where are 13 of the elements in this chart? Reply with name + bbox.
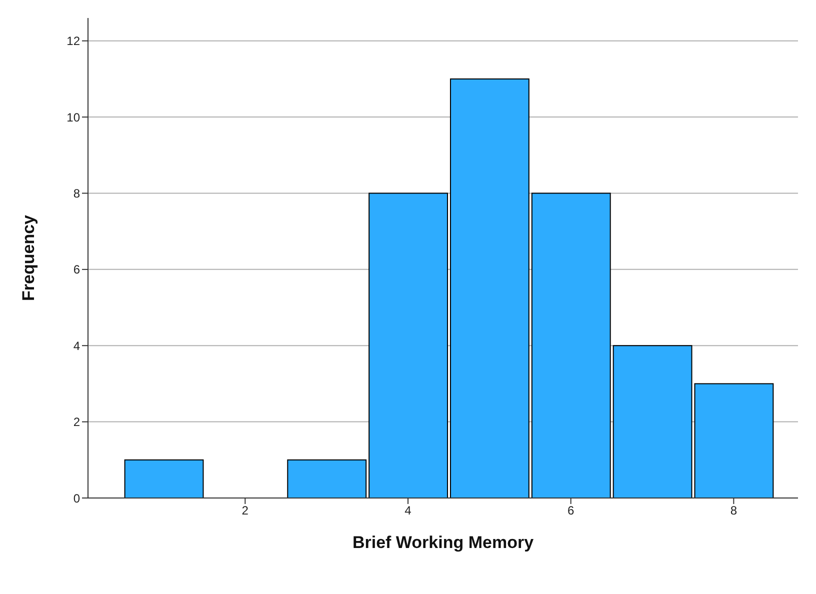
x-tick-label: 2 [242,504,249,518]
y-tick-label: 10 [66,110,80,124]
y-tick-label: 2 [73,415,80,430]
y-tick-label: 12 [66,34,80,48]
y-axis-title: Frequency [19,214,38,301]
y-tick-label: 4 [73,338,80,353]
x-tick-label: 4 [404,504,412,518]
x-tick-label: 6 [567,504,574,518]
x-axis-title: Brief Working Memory [352,533,534,552]
x-tick-label: 8 [730,504,738,518]
y-tick-label: 0 [73,491,80,506]
y-tick-label: 8 [73,186,80,200]
y-tick-label: 6 [73,262,80,277]
